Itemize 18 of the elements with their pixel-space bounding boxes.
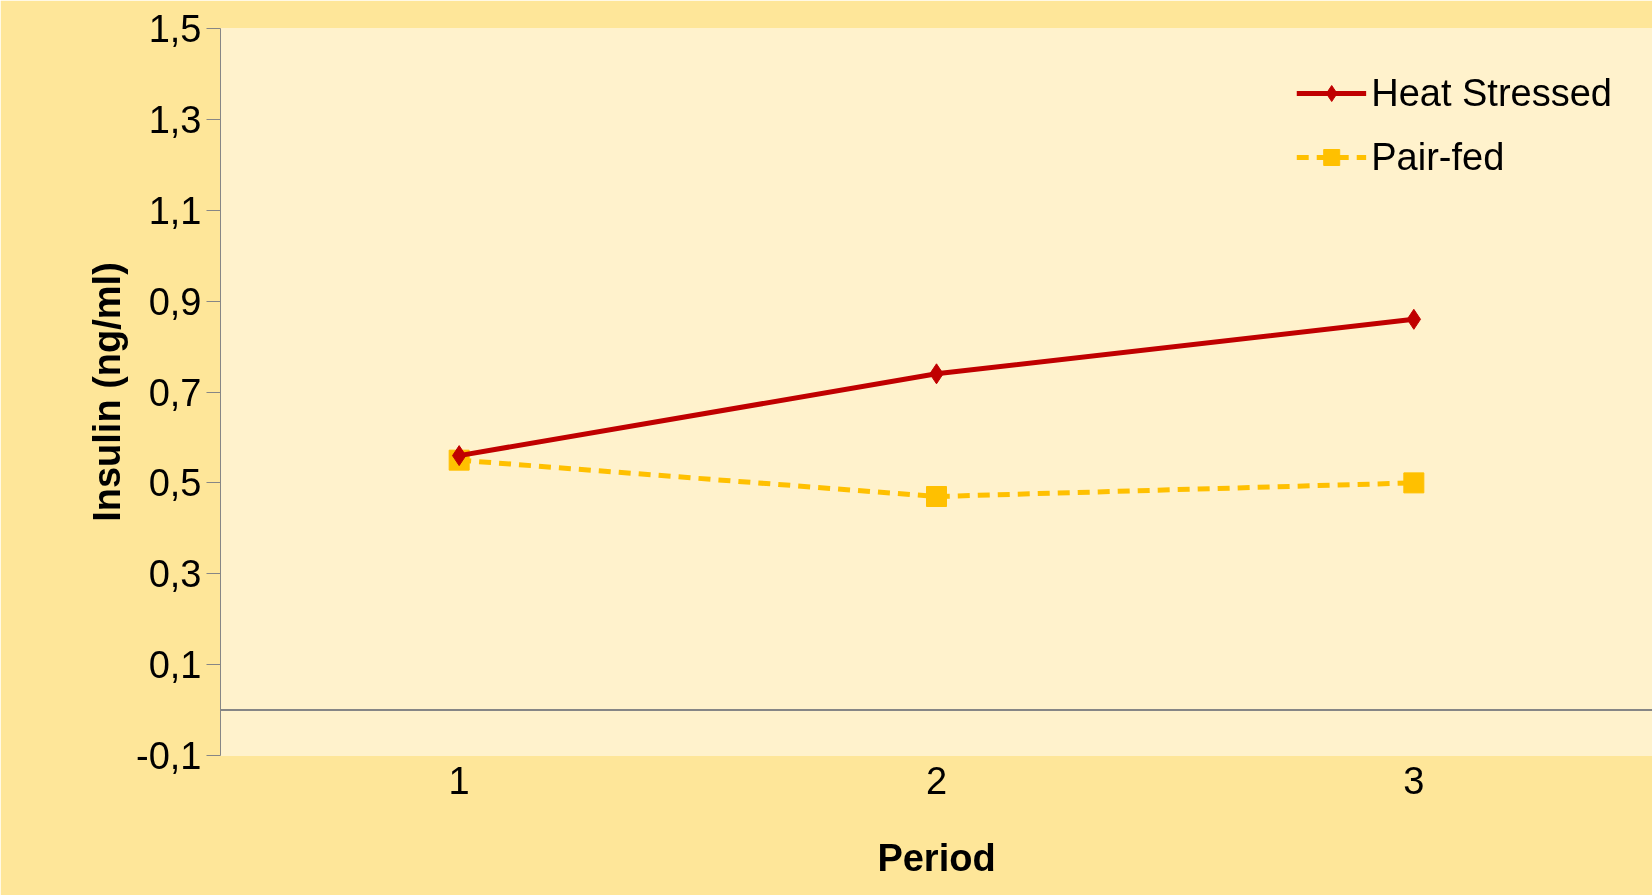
x-tick-label: 1 <box>448 759 470 802</box>
y-tick-label: 1,3 <box>148 98 202 141</box>
y-tick-label: 0,1 <box>148 644 202 687</box>
y-tick-label: 0,7 <box>148 371 202 414</box>
y-tick-label: 1,5 <box>148 8 202 50</box>
legend-label: Heat Stressed <box>1371 70 1612 116</box>
y-tick-label: -0,1 <box>136 735 202 777</box>
y-tick-label: 0,5 <box>148 462 202 505</box>
x-tick-label: 3 <box>1403 759 1425 802</box>
point <box>926 486 947 508</box>
legend-label: Pair-fed <box>1371 134 1505 180</box>
y-tick-label: 0,3 <box>148 553 202 596</box>
point <box>1403 472 1425 494</box>
y-tick-label: 0,9 <box>148 280 202 323</box>
x-tick-label: 2 <box>925 759 948 802</box>
y-axis-title: Insulin (ng/ml) <box>86 262 129 522</box>
y-tick-label: 1,1 <box>148 189 202 232</box>
x-axis-title: Period <box>877 836 996 879</box>
